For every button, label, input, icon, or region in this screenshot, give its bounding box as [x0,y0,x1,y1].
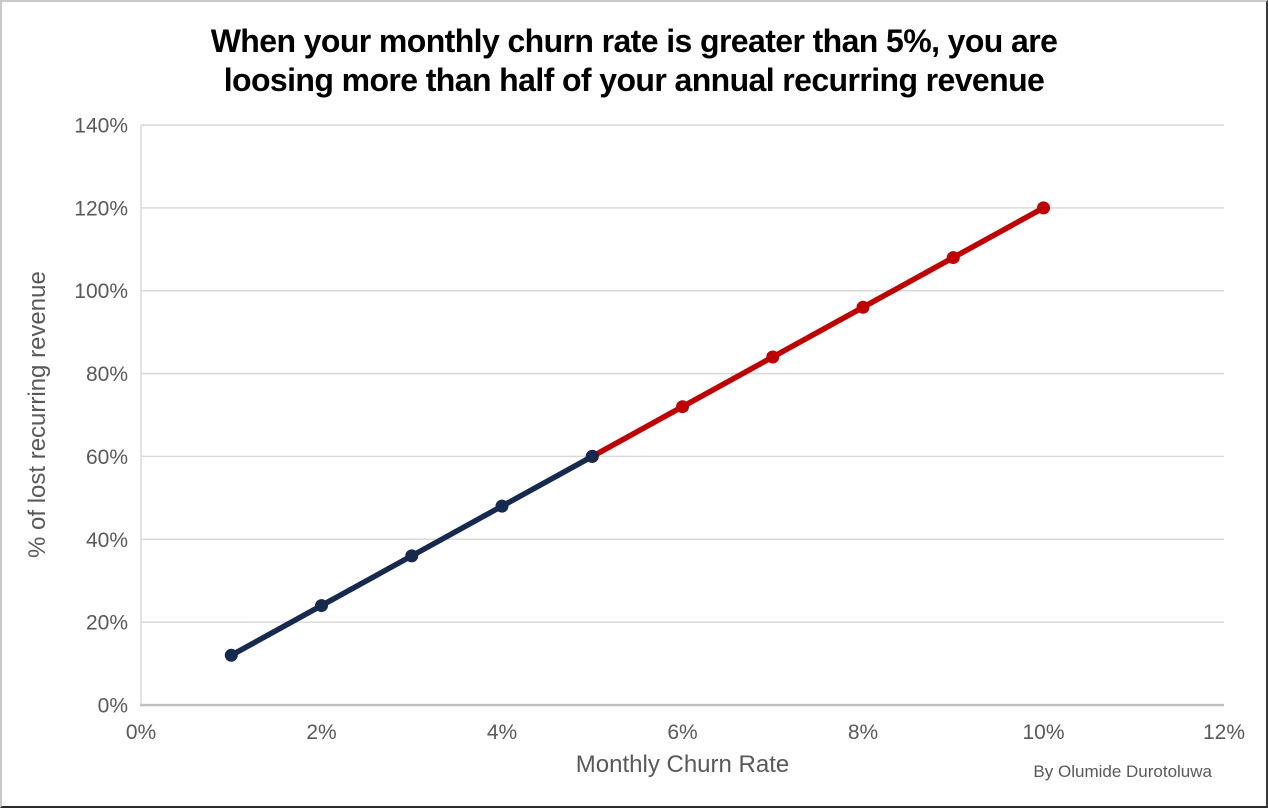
series-line [589,205,1047,460]
x-axis-title: Monthly Churn Rate [575,751,790,778]
y-tick-label: 80% [86,363,128,386]
attribution: By Olumide Durotoluwa [1033,762,1212,781]
data-point-marker [585,449,599,463]
data-point-marker [946,251,960,265]
x-tick-label: 2% [306,721,336,744]
y-tick-label: 60% [86,446,128,469]
data-point-marker [495,499,509,513]
data-point-marker [315,599,328,613]
chart-title-line-2: loosing more than half of your annual re… [223,62,1045,98]
data-point-marker [856,300,870,314]
data-point-marker [676,400,689,414]
x-tick-label: 12% [1203,721,1245,744]
x-tick-label: 0% [126,721,156,744]
y-tick-label: 40% [86,529,128,552]
chart-title: When your monthly churn rate is greater … [2,22,1266,100]
data-point-marker [224,648,238,662]
x-tick-label: 8% [848,721,878,744]
y-axis-title: % of lost recurring revenue [24,271,51,559]
x-tick-label: 4% [487,721,517,744]
y-tick-label: 0% [98,695,128,718]
data-point-marker [405,549,419,563]
y-tick-label: 100% [74,280,128,303]
data-point-marker [1037,201,1050,215]
y-tick-label: 120% [74,197,128,220]
y-tick-label: 20% [86,612,128,635]
chart-title-line-1: When your monthly churn rate is greater … [210,23,1058,59]
data-point-marker [766,350,780,364]
x-tick-label: 10% [1022,721,1064,744]
y-tick-label: 140% [74,115,128,138]
x-tick-label: 6% [667,721,697,744]
